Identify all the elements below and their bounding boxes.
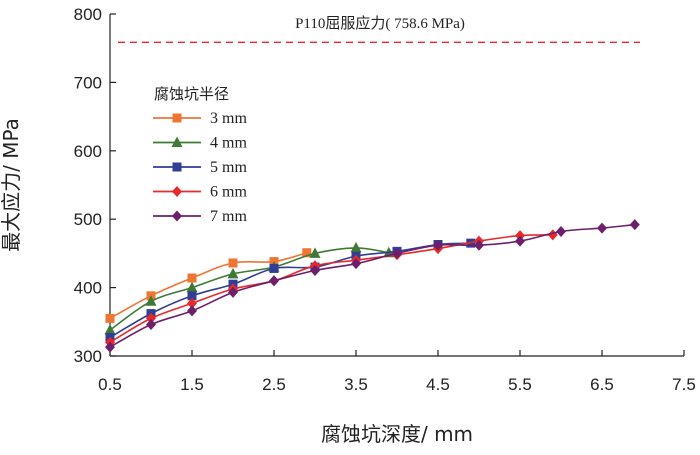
yield-stress-label: P110屈服应力( 758.6 MPa): [295, 14, 465, 32]
data-point-6mm: [547, 229, 558, 241]
legend-item-6mm: 6 mm: [153, 184, 247, 201]
legend-label: 6 mm: [210, 184, 247, 201]
legend-swatch-marker: [172, 162, 182, 172]
data-point-4mm: [104, 324, 116, 335]
legend-item-3mm: 3 mm: [153, 110, 247, 127]
series-3mm: [105, 248, 312, 323]
y-tick-label: 300: [74, 347, 102, 366]
y-ticks: 300 400 500 600 700 800: [74, 5, 116, 366]
data-point-7mm: [597, 222, 607, 234]
legend-label: 3 mm: [210, 110, 247, 127]
legend-label: 4 mm: [210, 135, 247, 152]
y-tick-label: 700: [74, 73, 102, 92]
data-point-7mm: [515, 235, 525, 247]
data-point-7mm: [433, 239, 443, 251]
x-tick-label: 4.5: [426, 375, 450, 394]
data-point-3mm: [187, 273, 197, 283]
data-point-3mm: [302, 248, 312, 258]
reference-line-group: P110屈服应力( 758.6 MPa): [118, 14, 640, 44]
data-point-4mm: [186, 281, 198, 293]
series-7mm: [105, 219, 640, 353]
data-point-3mm: [105, 313, 115, 323]
x-tick-label: 2.5: [262, 375, 286, 394]
legend-item-4mm: 4 mm: [153, 135, 247, 152]
data-point-4mm: [350, 241, 362, 253]
data-point-5mm: [187, 291, 197, 301]
data-point-4mm: [309, 247, 321, 258]
legend-swatch-marker: [172, 186, 182, 197]
x-tick-label: 1.5: [180, 375, 204, 394]
data-point-4mm: [227, 267, 239, 279]
data-point-7mm: [392, 247, 402, 259]
series-line-5mm: [109, 242, 471, 339]
data-point-7mm: [146, 319, 156, 331]
legend-swatch-marker: [172, 210, 182, 222]
x-tick-label: 0.5: [98, 375, 122, 394]
y-tick-label: 600: [74, 142, 102, 161]
y-tick-label: 400: [74, 279, 102, 298]
data-point-7mm: [310, 265, 320, 276]
legend-label: 7 mm: [210, 208, 247, 225]
x-tick-label: 3.5: [344, 375, 368, 394]
data-point-3mm: [228, 258, 238, 268]
data-point-7mm: [474, 239, 484, 251]
legend-label: 5 mm: [210, 159, 247, 176]
data-point-4mm: [145, 295, 157, 306]
series-line-6mm: [109, 234, 553, 343]
series-6mm: [105, 229, 558, 348]
data-point-7mm: [228, 286, 238, 298]
y-axis-title: 最大应力/ MPa: [0, 118, 23, 252]
data-point-7mm: [556, 226, 566, 238]
legend-item-7mm: 7 mm: [153, 208, 247, 225]
x-tick-label: 5.5: [508, 375, 532, 394]
data-point-6mm: [187, 297, 197, 309]
x-ticks: 0.5 1.5 2.5 3.5 4.5 5.5 6.5 7.5: [98, 350, 696, 394]
legend-title: 腐蚀坑半径: [154, 85, 229, 103]
data-point-5mm: [269, 263, 279, 273]
y-tick-label: 500: [74, 210, 102, 229]
data-point-7mm: [269, 275, 279, 287]
data-point-6mm: [146, 312, 156, 324]
data-point-7mm: [629, 219, 640, 231]
legend: 腐蚀坑半径 3 mm 4 mm 5 mm 6 mm 7 mm: [153, 85, 247, 225]
data-point-7mm: [351, 258, 361, 270]
legend-swatch-marker: [172, 113, 182, 123]
legend-item-5mm: 5 mm: [153, 159, 247, 176]
data-point-7mm: [187, 305, 197, 317]
axes: [109, 14, 684, 357]
series-layer: [104, 219, 640, 353]
series-line-7mm: [109, 223, 635, 348]
data-point-7mm: [105, 341, 115, 353]
y-tick-label: 800: [74, 5, 102, 24]
x-tick-label: 6.5: [590, 375, 614, 394]
x-tick-label: 7.5: [672, 375, 696, 394]
x-axis-title: 腐蚀坑深度/ mm: [321, 422, 473, 446]
legend-swatch-marker: [171, 136, 183, 147]
